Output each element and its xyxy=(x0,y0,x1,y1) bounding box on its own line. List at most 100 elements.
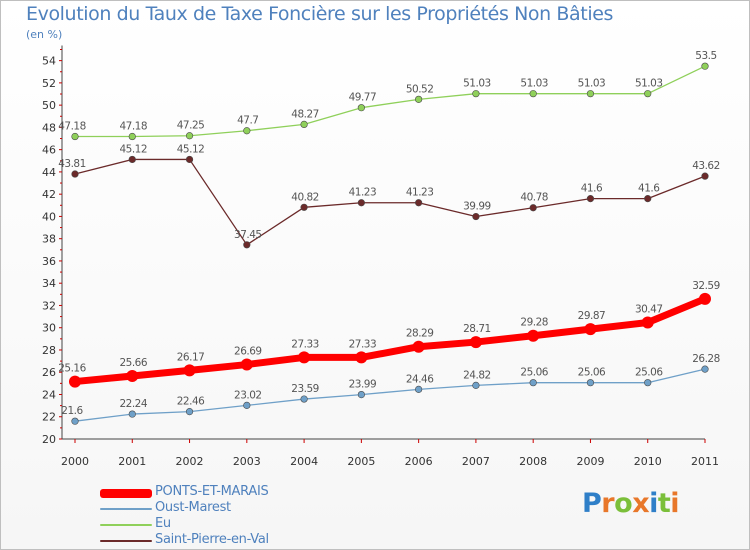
data-label: 29.28 xyxy=(520,317,548,329)
data-point xyxy=(185,155,194,164)
data-label: 43.62 xyxy=(692,160,720,172)
logo-letter: x xyxy=(632,488,650,519)
data-label: 27.33 xyxy=(291,338,319,350)
data-label: 41.23 xyxy=(406,187,434,199)
series-line-Saint-Pierre-en-Val xyxy=(74,158,706,246)
y-tick-label: 24 xyxy=(42,388,56,401)
unit-label: (en %) xyxy=(26,28,63,41)
data-label: 51.03 xyxy=(463,78,491,90)
series-line-Oust-Marest xyxy=(74,368,706,422)
data-label: 45.12 xyxy=(119,143,147,155)
data-point xyxy=(243,401,251,409)
data-point xyxy=(641,316,654,329)
logo-letter: i xyxy=(670,488,680,519)
data-label: 41.6 xyxy=(581,183,603,195)
data-label: 26.17 xyxy=(177,351,205,363)
logo-letter: o xyxy=(614,488,633,519)
data-label: 53.5 xyxy=(695,50,716,62)
data-label: 27.33 xyxy=(349,338,377,350)
data-point xyxy=(472,381,480,389)
y-tick-label: 34 xyxy=(42,277,56,290)
y-tick-label: 20 xyxy=(42,433,56,446)
data-label: 45.12 xyxy=(177,143,205,155)
legend-swatch xyxy=(100,540,152,542)
data-label: 21.6 xyxy=(61,405,83,417)
y-tick-label: 40 xyxy=(42,210,56,223)
x-tick-label: 2008 xyxy=(519,455,547,468)
y-tick-label: 22 xyxy=(42,411,56,424)
data-label: 39.99 xyxy=(463,201,491,213)
data-label: 51.03 xyxy=(635,78,663,90)
data-point xyxy=(128,132,136,141)
logo-letter: r xyxy=(601,488,615,519)
x-tick-label: 2011 xyxy=(691,455,719,468)
data-point xyxy=(415,385,423,393)
y-tick-label: 54 xyxy=(42,55,56,68)
series-line-PONTS-ET-MARAIS xyxy=(71,295,709,386)
data-label: 23.02 xyxy=(234,389,262,401)
data-point xyxy=(357,390,365,399)
data-label: 37.45 xyxy=(234,229,262,241)
data-label: 48.27 xyxy=(291,108,319,120)
data-point xyxy=(412,340,425,353)
data-label: 47.7 xyxy=(237,115,258,127)
data-label: 29.87 xyxy=(578,310,606,322)
data-point xyxy=(699,292,711,305)
logo-letter: i xyxy=(649,488,658,519)
data-point xyxy=(586,379,595,387)
data-label: 25.66 xyxy=(119,357,147,369)
x-tick-label: 2006 xyxy=(405,455,433,468)
data-point xyxy=(529,379,537,387)
data-point xyxy=(701,365,709,373)
data-point xyxy=(644,195,652,203)
data-label: 23.59 xyxy=(291,383,319,395)
x-tick-label: 2005 xyxy=(347,455,375,468)
data-label: 50.52 xyxy=(406,83,434,95)
data-label: 26.28 xyxy=(692,353,720,365)
data-point xyxy=(355,351,368,364)
y-tick-label: 32 xyxy=(42,299,56,312)
data-label: 23.99 xyxy=(349,379,377,391)
data-point xyxy=(357,104,365,112)
y-tick-label: 36 xyxy=(42,255,56,268)
data-label: 51.03 xyxy=(520,78,548,90)
data-label: 32.59 xyxy=(692,280,720,292)
data-point xyxy=(527,329,540,342)
y-tick-label: 52 xyxy=(42,77,56,90)
y-tick-label: 38 xyxy=(42,233,56,246)
data-point xyxy=(240,358,253,371)
data-point xyxy=(472,212,480,221)
data-point xyxy=(185,408,194,416)
data-point xyxy=(300,203,308,211)
data-point xyxy=(243,241,251,249)
legend-label: Eu xyxy=(155,516,171,531)
data-label: 24.46 xyxy=(406,373,434,385)
x-tick-label: 2004 xyxy=(290,455,318,468)
data-label: 43.81 xyxy=(58,158,86,170)
data-point xyxy=(243,127,251,135)
data-point xyxy=(185,132,194,140)
legend-label: PONTS-ET-MARAIS xyxy=(155,484,269,499)
data-point xyxy=(300,395,308,403)
data-label: 22.24 xyxy=(119,398,147,410)
x-tick-label: 2000 xyxy=(61,455,89,468)
data-point xyxy=(183,364,196,377)
data-label: 30.47 xyxy=(635,303,663,315)
data-label: 51.03 xyxy=(578,78,606,90)
chart-title: Evolution du Taux de Taxe Foncière sur l… xyxy=(26,3,614,25)
data-label: 40.78 xyxy=(520,192,548,204)
x-tick-label: 2007 xyxy=(462,455,490,468)
data-point xyxy=(529,90,537,98)
data-label: 26.69 xyxy=(234,346,262,358)
y-tick-label: 42 xyxy=(42,188,56,201)
logo-letter: P xyxy=(582,488,602,519)
legend-swatch xyxy=(100,524,152,526)
data-point xyxy=(126,370,139,383)
y-tick-label: 26 xyxy=(42,366,56,379)
data-point xyxy=(71,417,79,425)
x-tick-label: 2001 xyxy=(118,455,146,468)
data-label: 24.82 xyxy=(463,369,491,381)
data-point xyxy=(71,132,79,141)
legend-swatch xyxy=(100,508,152,510)
